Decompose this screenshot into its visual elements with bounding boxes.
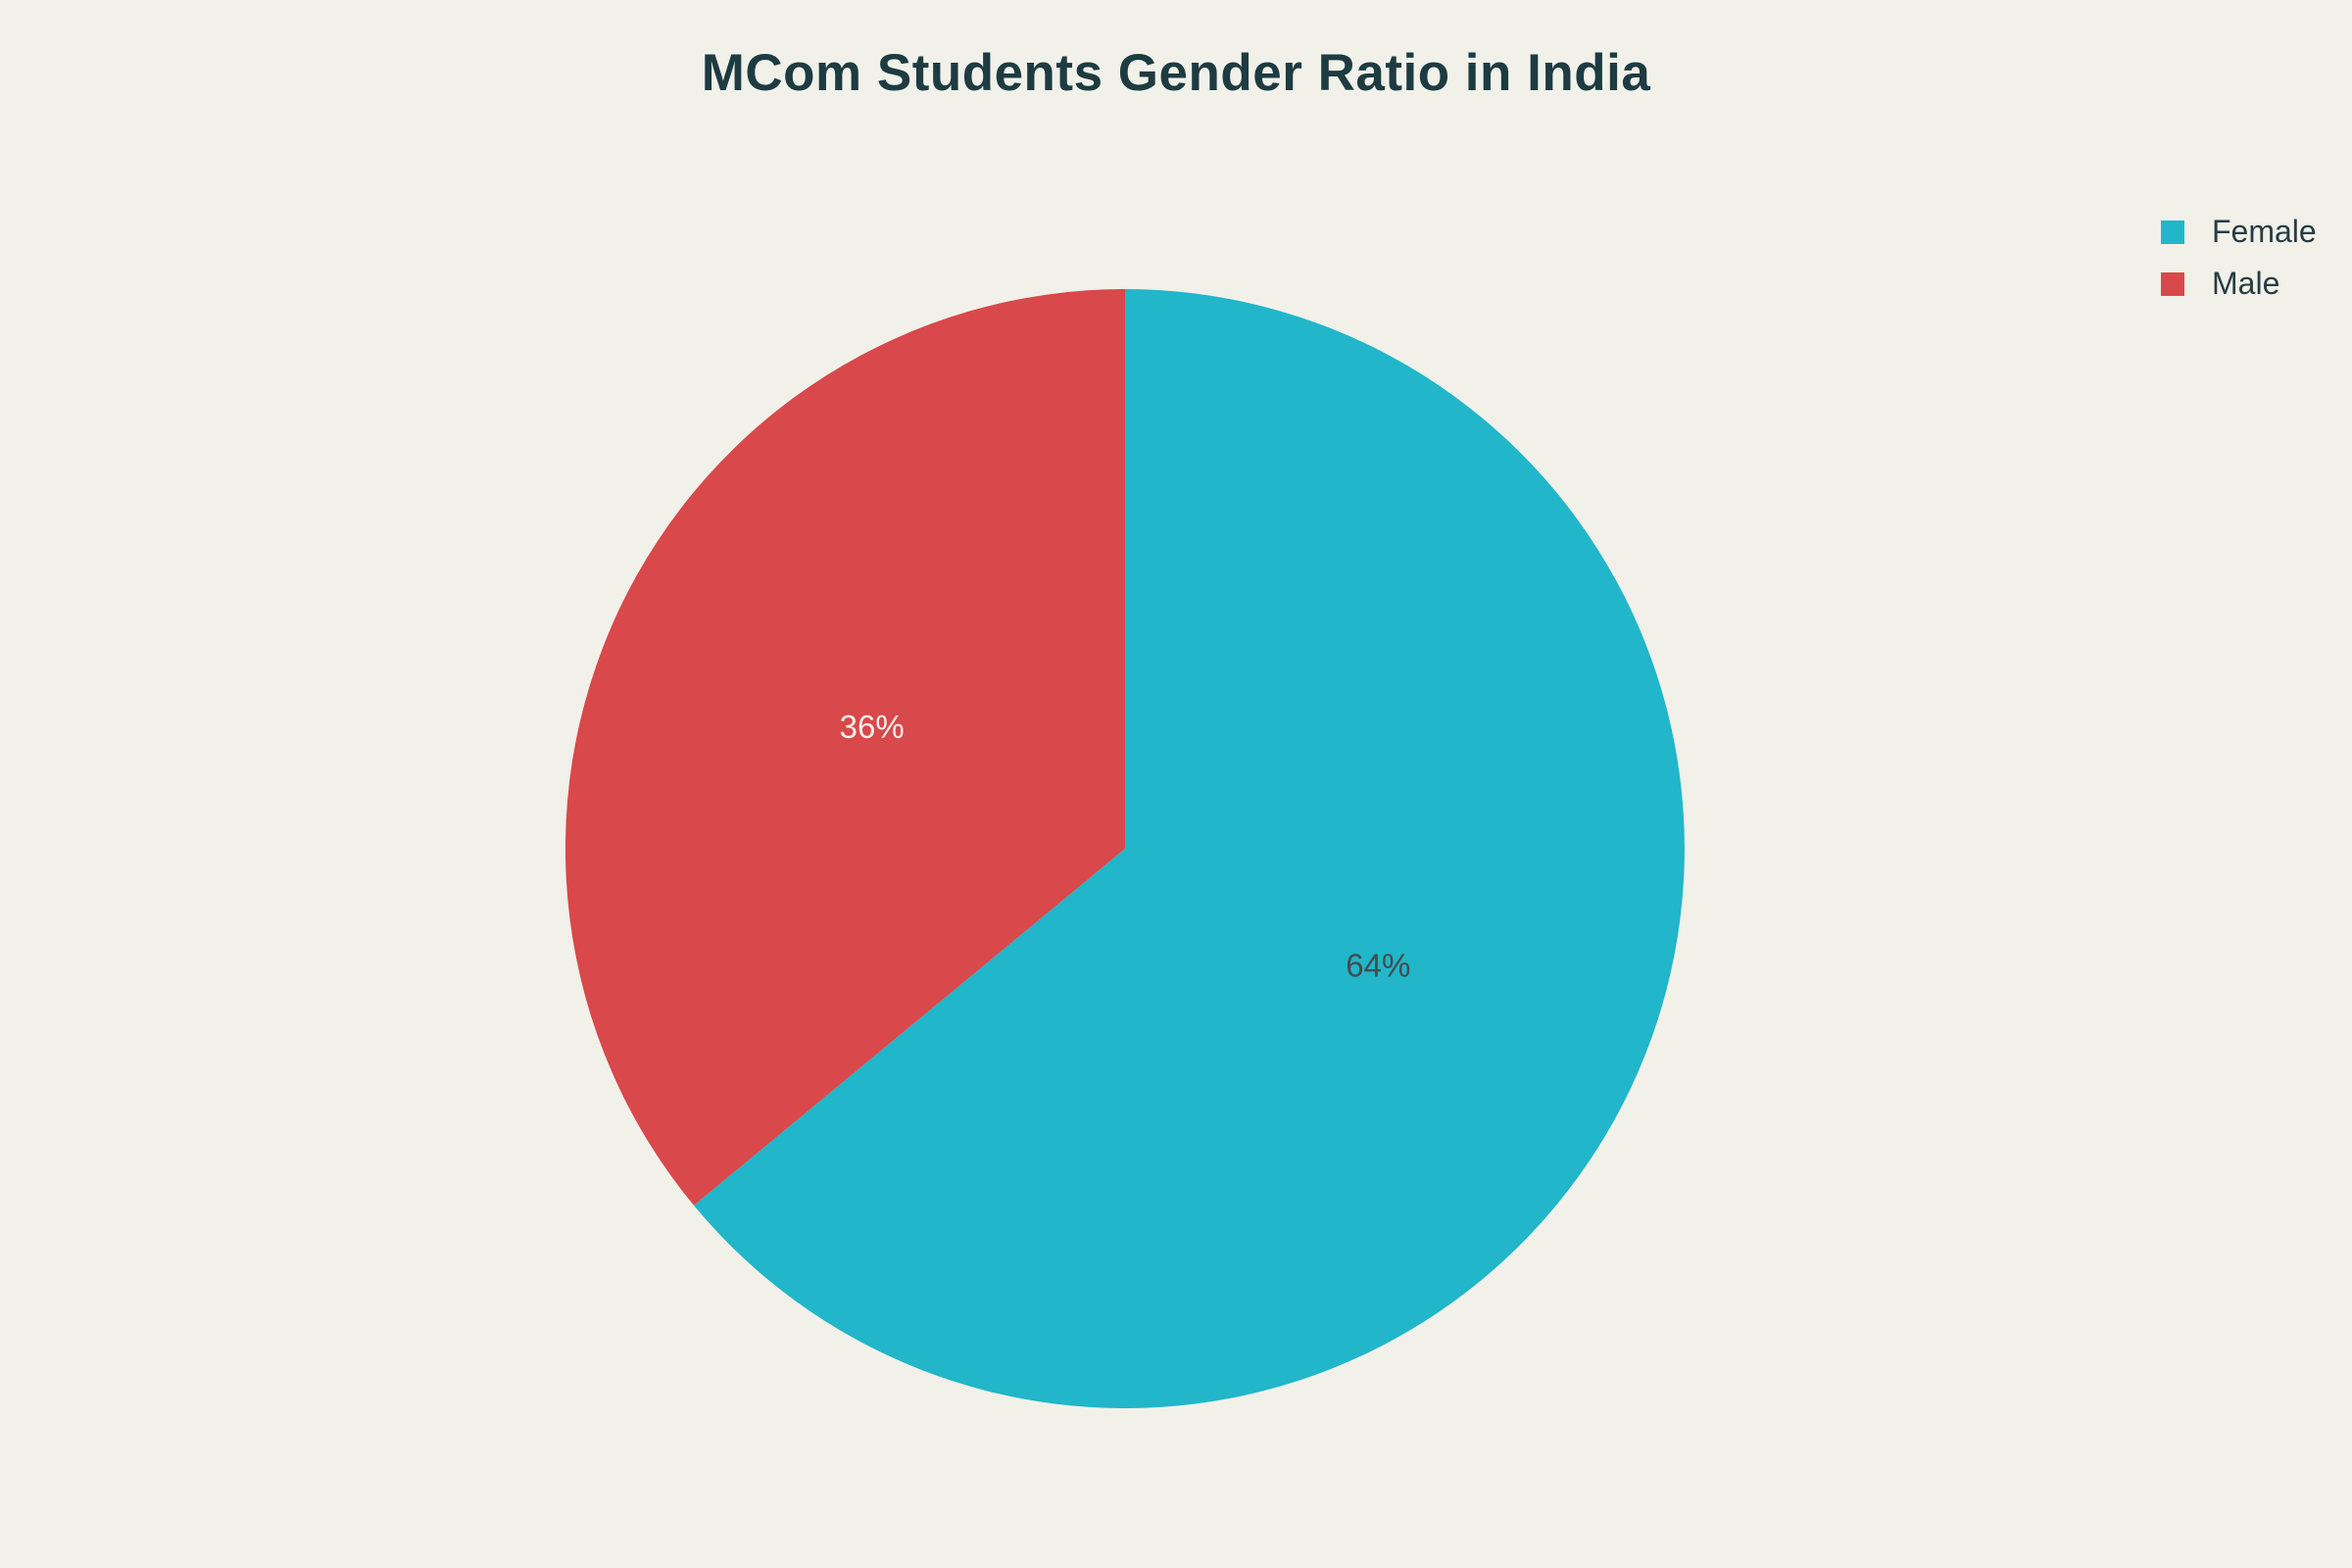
legend-swatch-male-icon: [2161, 271, 2184, 296]
legend-swatch-female-icon: [2161, 220, 2184, 244]
pie-label-male: 36%: [840, 709, 905, 745]
pie-slice-female[interactable]: [694, 289, 1685, 1408]
chart-title: MCom Students Gender Ratio in India: [701, 44, 1651, 102]
pie-slice-male[interactable]: [564, 289, 1125, 1205]
pie-label-female: 64%: [1346, 947, 1410, 983]
pie-group: 64% 36%: [564, 289, 1685, 1408]
legend-item-female[interactable]: Female: [2161, 214, 2317, 250]
legend: Female Male: [2161, 214, 2317, 318]
legend-label-male: Male: [2212, 266, 2280, 301]
legend-item-male[interactable]: Male: [2161, 266, 2317, 302]
legend-label-female: Female: [2212, 214, 2317, 249]
